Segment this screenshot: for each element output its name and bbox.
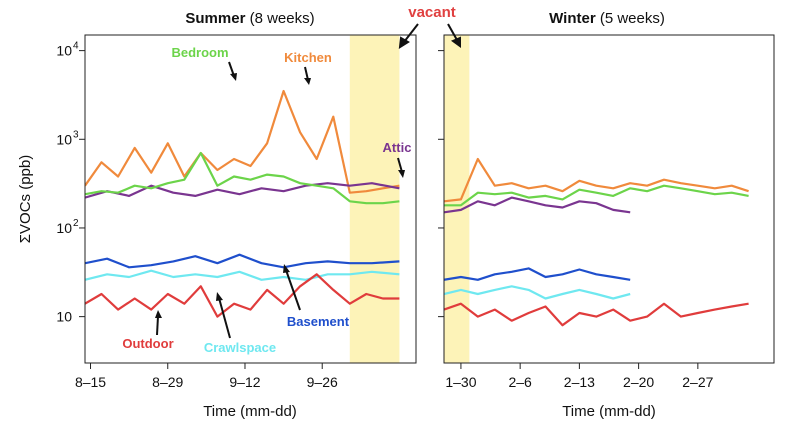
annotation-attic: Attic [383, 140, 412, 155]
summer-x-tick-label: 9–26 [307, 374, 338, 390]
annotation-outdoor: Outdoor [122, 336, 173, 351]
summer-x-tick-label: 8–29 [152, 374, 183, 390]
annotation-attic-arrowhead [398, 170, 405, 178]
winter-x-tick-label: 1–30 [445, 374, 476, 390]
annotation-basement-arrowhead [283, 264, 290, 273]
winter-series-attic [444, 196, 631, 214]
summer-x-ticks: 8–15 8–29 9–12 9–26 [75, 363, 338, 390]
summer-panel: 8–15 8–29 9–12 9–26 Summer (8 weeks) Time (… [75, 10, 417, 420]
y-tick-exponent: 3 [73, 129, 79, 140]
summer-x-tick-label: 9–12 [229, 374, 260, 390]
annotation-outdoor-arrow [156, 315, 159, 336]
annotation-basement-arrow [285, 269, 301, 311]
y-tick-label: 10 [56, 309, 72, 325]
winter-title: Winter (5 weeks) [549, 10, 665, 27]
annotation-basement: Basement [287, 314, 350, 329]
vacant-arrows [398, 23, 461, 49]
annotation-kitchen: Kitchen [284, 50, 332, 65]
winter-x-tick-label: 2–27 [682, 374, 713, 390]
vacant-label: vacant [408, 4, 456, 21]
annotation-outdoor-arrowhead [155, 310, 162, 318]
winter-series-basement [444, 267, 631, 281]
winter-x-axis-label: Time (mm-dd) [562, 403, 656, 420]
summer-plot-frame [84, 34, 417, 364]
winter-series-outdoor [444, 302, 749, 327]
winter-x-tick-label: 2–13 [564, 374, 595, 390]
winter-x-tick-label: 2–20 [623, 374, 654, 390]
y-tick-label: 10 [56, 220, 72, 236]
y-tick-label: 10 [56, 43, 72, 59]
winter-series-crawlspace [444, 285, 631, 300]
annotation-attic-arrow [397, 157, 403, 173]
series-annotations: Bedroom Kitchen Attic Basement Crawlspac… [122, 45, 411, 355]
summer-title: Summer (8 weeks) [185, 10, 314, 27]
annotation-kitchen-arrowhead [304, 78, 311, 85]
summer-series-group [85, 89, 400, 318]
winter-series-bedroom [444, 184, 749, 207]
winter-series-kitchen [444, 157, 749, 203]
summer-vacant-shade [349, 35, 400, 363]
winter-panel: 1–30 2–6 2–13 2–20 2–27 Winter (5 weeks) Tim… [443, 10, 775, 420]
y-tick-label: 10 [56, 131, 72, 147]
annotation-crawlspace: Crawlspace [204, 340, 276, 355]
summer-x-tick-label: 8–15 [75, 374, 106, 390]
y-tick-exponent: 4 [73, 41, 79, 52]
winter-plot-frame [443, 34, 775, 364]
annotation-bedroom: Bedroom [171, 45, 228, 60]
annotation-crawlspace-arrowhead [216, 292, 223, 301]
summer-series-basement [85, 253, 400, 269]
summer-series-crawlspace [85, 269, 400, 281]
annotation-bedroom-arrowhead [230, 73, 237, 81]
summer-series-bedroom [85, 151, 400, 205]
annotation-crawlspace-arrow [218, 297, 231, 339]
winter-series-group [444, 157, 749, 327]
y-axis-label: ΣVOCs (ppb) [17, 155, 34, 243]
summer-series-kitchen [85, 89, 400, 194]
y-tick-exponent: 2 [73, 218, 79, 229]
summer-series-outdoor [85, 273, 400, 318]
winter-x-tick-label: 2–6 [508, 374, 532, 390]
summer-x-axis-label: Time (mm-dd) [203, 403, 297, 420]
summer-series-attic [85, 182, 400, 199]
winter-x-ticks: 1–30 2–6 2–13 2–20 2–27 [445, 363, 714, 390]
annotation-kitchen-arrow [304, 66, 309, 81]
